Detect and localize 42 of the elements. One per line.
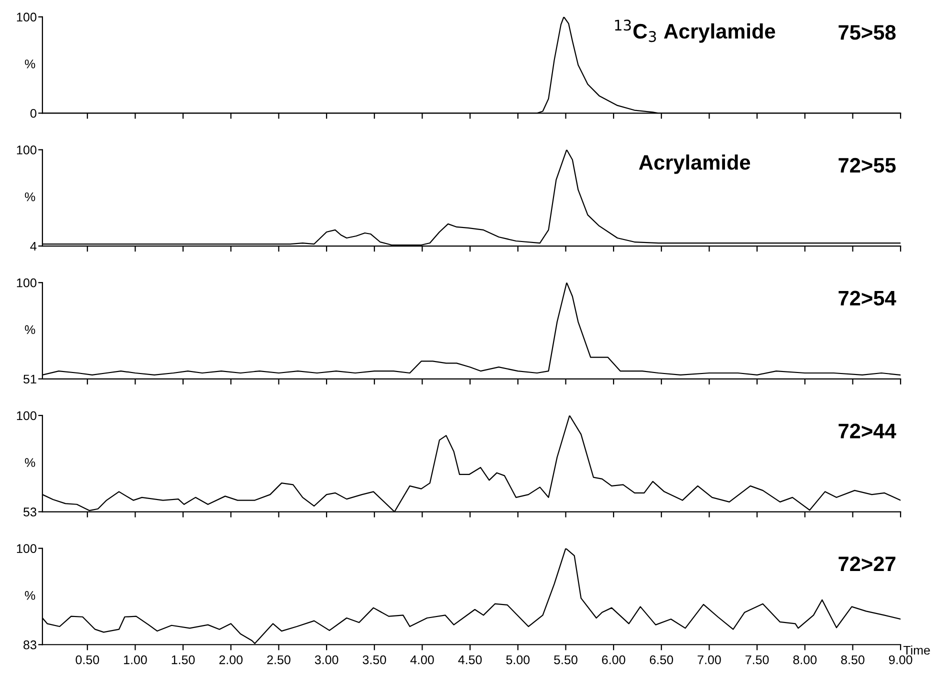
x-tick-label: 2.00: [219, 655, 243, 664]
annotation: 72>27: [838, 556, 896, 572]
y-tick-label: 100: [16, 544, 36, 553]
y-axis-title: %: [24, 192, 36, 202]
y-tick-label: 100: [16, 278, 36, 288]
x-tick-label: 6.00: [602, 655, 626, 664]
annotation: 75>58: [838, 25, 896, 40]
x-tick-label: 1.00: [124, 655, 147, 664]
y-tick-label: 51: [23, 374, 36, 384]
y-tick-label: 83: [24, 640, 36, 650]
x-tick-label: 0.50: [76, 655, 100, 664]
line-series: [42, 282, 901, 376]
annotation: 72>44: [838, 424, 896, 438]
y-tick-label: 100: [16, 146, 36, 154]
x-tick-label: 2.50: [267, 655, 290, 664]
y-tick-label: 100: [16, 12, 36, 22]
x-tick-label: 8.50: [841, 655, 864, 664]
x-tick-label: 6.50: [650, 655, 674, 664]
annotation: 72>54: [838, 290, 896, 306]
annotation: $^{13}$C$_{3}$ Acrylamide: [615, 20, 776, 43]
annotation: Acrylamide: [638, 154, 750, 174]
x-tick-label: 8.00: [793, 655, 817, 664]
x-tick-label: 9.00: [888, 655, 912, 664]
x-tick-label: 4.50: [458, 655, 482, 664]
x-tick-label: 4.00: [410, 655, 434, 664]
x-tick-label: 7.00: [698, 655, 721, 664]
x-tick-label: 1.50: [172, 655, 195, 664]
annotation: 72>55: [838, 158, 896, 173]
y-axis-title: %: [24, 60, 36, 68]
x-tick-label: 3.00: [314, 655, 338, 664]
x-tick-label: 3.50: [362, 655, 386, 664]
x-tick-label: 5.00: [506, 655, 530, 664]
y-tick-label: 53: [23, 508, 36, 516]
y-tick-label: 4: [30, 242, 37, 251]
x-axis-title: Time: [903, 645, 930, 655]
y-axis-title: %: [24, 591, 36, 600]
y-axis-title: %: [24, 325, 36, 334]
y-tick-label: 100: [16, 411, 36, 420]
x-tick-label: 5.50: [554, 655, 578, 664]
x-tick-label: 7.50: [746, 655, 769, 664]
y-tick-label: 0: [30, 108, 36, 118]
y-axis-title: %: [24, 458, 36, 467]
